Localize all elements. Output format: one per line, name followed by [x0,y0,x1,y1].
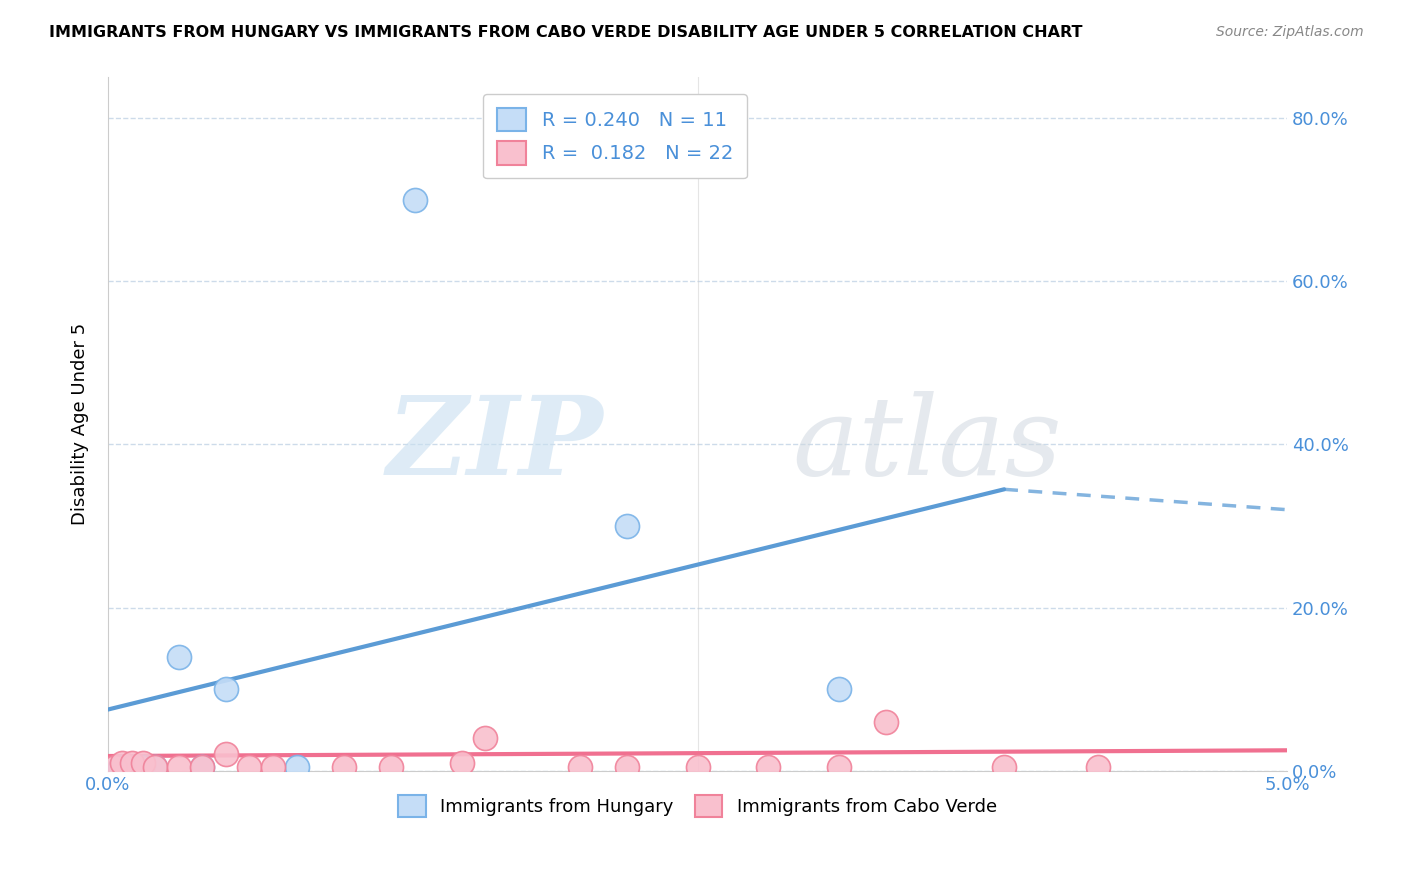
Point [132,756,155,770]
Point [191,759,214,773]
Point [404,193,426,207]
Point [238,759,260,773]
Point [875,714,897,729]
Point [262,759,284,773]
Point [215,747,238,762]
Point [616,519,638,533]
Point [121,759,143,773]
Point [104,759,127,773]
Point [143,759,166,773]
Legend: Immigrants from Hungary, Immigrants from Cabo Verde: Immigrants from Hungary, Immigrants from… [391,788,1004,824]
Point [1087,759,1109,773]
Text: Source: ZipAtlas.com: Source: ZipAtlas.com [1216,25,1364,39]
Point [474,731,496,745]
Text: IMMIGRANTS FROM HUNGARY VS IMMIGRANTS FROM CABO VERDE DISABILITY AGE UNDER 5 COR: IMMIGRANTS FROM HUNGARY VS IMMIGRANTS FR… [49,25,1083,40]
Point [143,759,166,773]
Point [215,682,238,697]
Point [167,649,190,664]
Point [993,759,1015,773]
Y-axis label: Disability Age Under 5: Disability Age Under 5 [72,323,89,525]
Point [333,759,356,773]
Point [285,759,308,773]
Point [828,682,851,697]
Point [380,759,402,773]
Text: ZIP: ZIP [387,391,603,499]
Text: atlas: atlas [792,391,1062,499]
Point [111,756,134,770]
Point [191,759,214,773]
Point [568,759,591,773]
Point [756,759,779,773]
Point [108,759,131,773]
Point [686,759,709,773]
Point [828,759,851,773]
Point [450,756,472,770]
Point [616,759,638,773]
Point [132,759,155,773]
Point [121,756,143,770]
Point [167,759,190,773]
